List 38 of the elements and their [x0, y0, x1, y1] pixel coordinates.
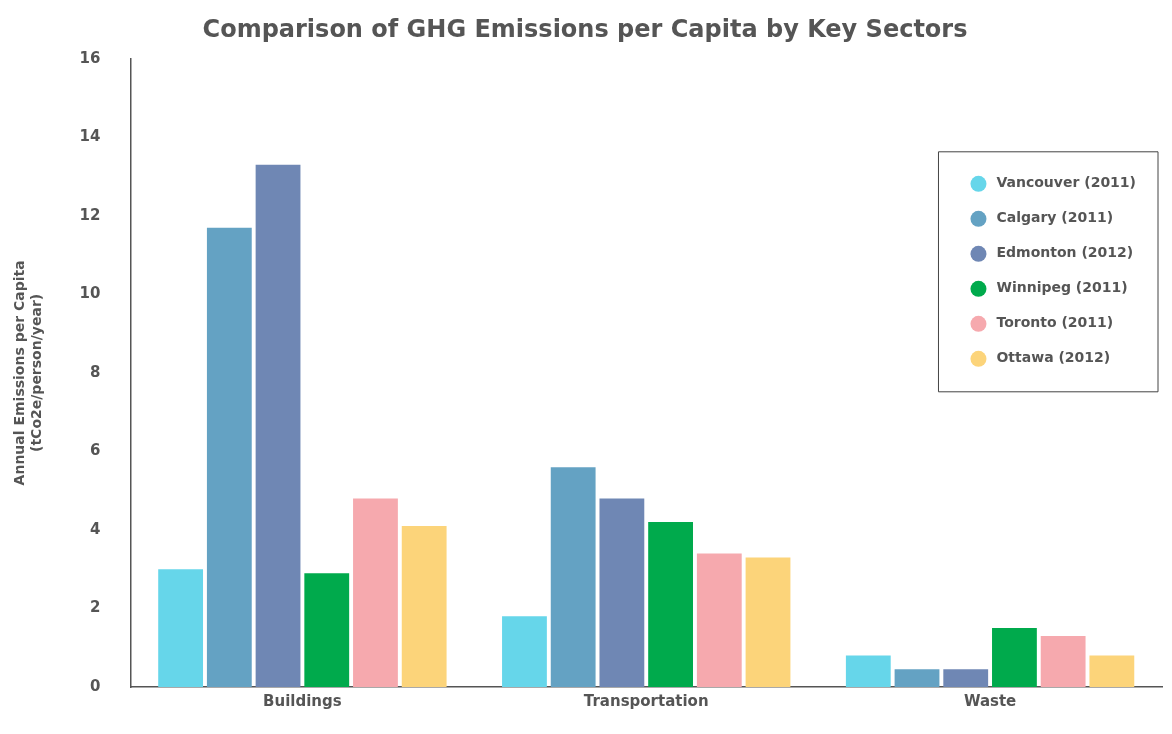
bar: [550, 467, 596, 687]
legend-label: Winnipeg (2011): [996, 279, 1128, 296]
bar: [648, 522, 693, 687]
y-tick-label: 8: [90, 362, 101, 381]
bar: [401, 526, 447, 687]
bar: [1089, 655, 1135, 687]
bar: [502, 616, 547, 687]
legend-label: Toronto (2011): [996, 314, 1114, 331]
bar: [255, 164, 301, 687]
y-tick-label: 14: [79, 127, 101, 146]
x-tick-label: Buildings: [263, 691, 342, 710]
bar: [1040, 635, 1086, 687]
bar: [206, 227, 252, 687]
legend-label: Vancouver (2011): [996, 174, 1136, 191]
y-tick-label: 0: [90, 676, 101, 695]
x-tick-label: Transportation: [583, 691, 709, 710]
legend-label: Ottawa (2012): [996, 349, 1111, 366]
y-tick-label: 16: [79, 48, 101, 67]
legend-label: Calgary (2011): [996, 209, 1114, 226]
bar: [353, 498, 398, 687]
bar: [845, 655, 891, 687]
x-tick-label: Waste: [963, 691, 1017, 710]
bar: [745, 557, 791, 687]
bar: [943, 669, 989, 687]
bar: [304, 573, 350, 687]
y-tick-label: 12: [79, 205, 101, 224]
y-tick-label: 6: [90, 441, 101, 460]
chart-title: Comparison of GHG Emissions per Capita by Key Sectors: [202, 14, 968, 43]
bar: [599, 498, 645, 687]
bar: [696, 553, 742, 687]
bar: [894, 669, 940, 687]
bar: [158, 569, 204, 687]
y-tick-label: 2: [90, 598, 101, 617]
y-axis-title: Annual Emissions per Capita (tCo2e/person/year): [11, 260, 44, 486]
y-tick-label: 4: [90, 519, 101, 538]
legend-label: Edmonton (2012): [996, 244, 1134, 261]
bar: [992, 628, 1037, 687]
y-tick-label: 10: [79, 284, 101, 303]
